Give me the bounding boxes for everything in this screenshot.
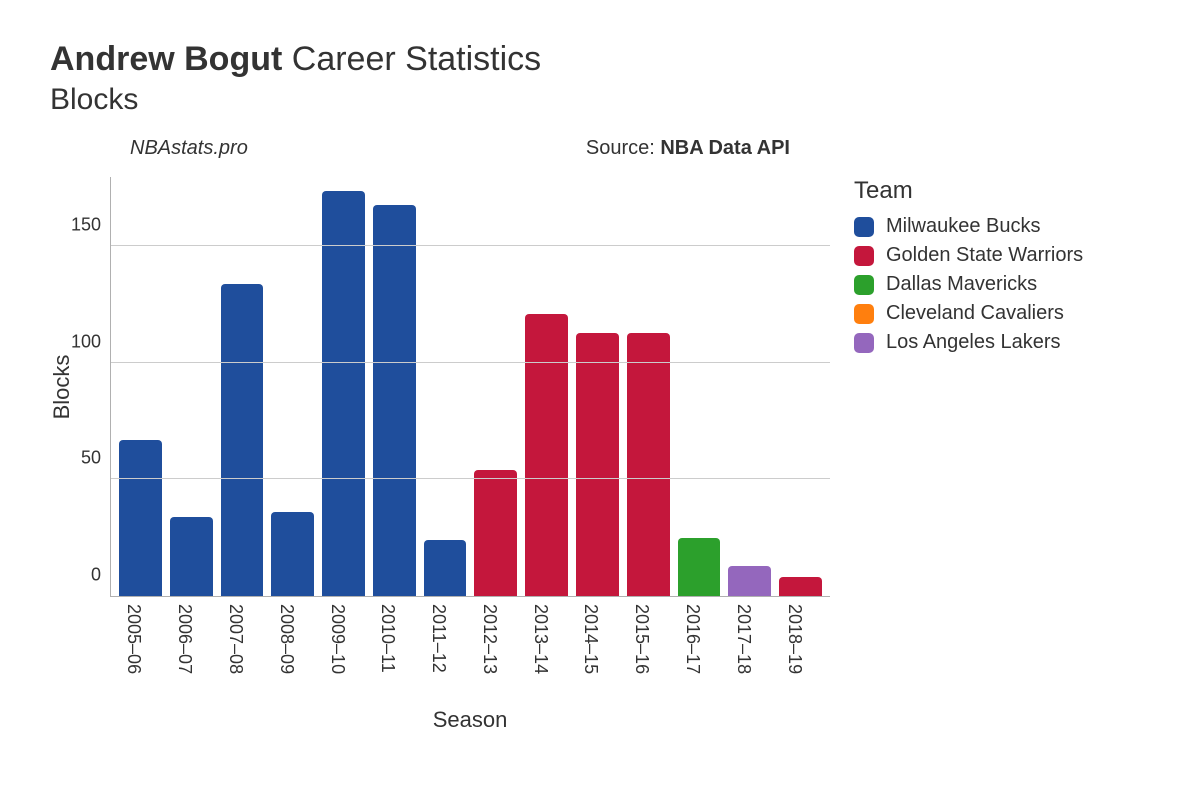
bar-slot: 2008–09 (271, 177, 314, 596)
bar-slot: 2007–08 (221, 177, 264, 596)
x-tick-label: 2009–10 (327, 604, 348, 674)
bar (119, 440, 162, 596)
legend-item: Golden State Warriors (854, 244, 1083, 267)
bar-slot: 2018–19 (779, 177, 822, 596)
bar (322, 191, 365, 596)
y-tick-label: 0 (91, 565, 101, 586)
bar (271, 512, 314, 596)
x-tick-label: 2005–06 (123, 604, 144, 674)
legend-item: Dallas Mavericks (854, 273, 1083, 296)
y-tick-label: 50 (81, 448, 101, 469)
bar (576, 333, 619, 596)
x-tick-label: 2018–19 (784, 604, 805, 674)
y-axis-label: Blocks (49, 355, 75, 420)
gridline (111, 478, 830, 479)
site-watermark: NBAstats.pro (130, 137, 248, 160)
bar-slot: 2015–16 (627, 177, 670, 596)
legend-swatch (854, 275, 874, 295)
legend-swatch (854, 217, 874, 237)
bar (474, 470, 517, 596)
legend-item: Cleveland Cavaliers (854, 302, 1083, 325)
bar-slot: 2012–13 (474, 177, 517, 596)
legend-item: Milwaukee Bucks (854, 215, 1083, 238)
legend-swatch (854, 333, 874, 353)
x-tick-label: 2007–08 (225, 604, 246, 674)
chart-title-rest: Career Statistics (292, 40, 541, 78)
legend-item-label: Los Angeles Lakers (886, 331, 1061, 354)
x-tick-label: 2015–16 (631, 604, 652, 674)
bar (627, 333, 670, 596)
bar-slot: 2010–11 (373, 177, 416, 596)
bar-slot: 2009–10 (322, 177, 365, 596)
bar-slot: 2017–18 (728, 177, 771, 596)
bar (525, 314, 568, 596)
chart-title: Andrew Bogut Career Statistics (50, 40, 1150, 79)
legend-item-label: Milwaukee Bucks (886, 215, 1041, 238)
x-tick-label: 2012–13 (479, 604, 500, 674)
legend-swatch (854, 246, 874, 266)
x-tick-label: 2013–14 (530, 604, 551, 674)
bar (424, 540, 467, 596)
legend-swatch (854, 304, 874, 324)
x-tick-label: 2011–12 (428, 604, 449, 673)
source-attribution: Source: NBA Data API (586, 137, 790, 160)
chart-title-player: Andrew Bogut (50, 40, 282, 78)
bar-slot: 2011–12 (424, 177, 467, 596)
chart-subtitle: Blocks (50, 83, 1150, 117)
source-label: Source: (586, 137, 660, 159)
bar (728, 566, 771, 596)
x-tick-label: 2006–07 (174, 604, 195, 674)
bar (221, 284, 264, 596)
bar-slot: 2013–14 (525, 177, 568, 596)
x-tick-label: 2017–18 (733, 604, 754, 674)
bar (779, 577, 822, 596)
chart-area: NBAstats.pro Source: NBA Data API Blocks… (50, 137, 830, 733)
legend-title: Team (854, 177, 1083, 205)
bar-slot: 2016–17 (678, 177, 721, 596)
legend-item-label: Dallas Mavericks (886, 273, 1037, 296)
legend: Team Milwaukee Bucks Golden State Warrior… (854, 177, 1083, 360)
bar-slot: 2005–06 (119, 177, 162, 596)
bar (678, 538, 721, 596)
x-tick-label: 2008–09 (276, 604, 297, 674)
source-value: NBA Data API (660, 137, 790, 159)
bar (170, 517, 213, 596)
plot-region: 2005–062006–072007–082008–092009–102010–… (110, 177, 830, 597)
legend-item-label: Golden State Warriors (886, 244, 1083, 267)
y-tick-label: 100 (71, 331, 101, 352)
bar-slot: 2006–07 (170, 177, 213, 596)
legend-item-label: Cleveland Cavaliers (886, 302, 1064, 325)
legend-item: Los Angeles Lakers (854, 331, 1083, 354)
x-tick-label: 2014–15 (580, 604, 601, 674)
gridline (111, 362, 830, 363)
x-axis-label: Season (110, 707, 830, 733)
y-tick-label: 150 (71, 215, 101, 236)
legend-items: Milwaukee Bucks Golden State Warriors Dall… (854, 215, 1083, 354)
bar-slot: 2014–15 (576, 177, 619, 596)
gridline (111, 245, 830, 246)
x-tick-label: 2016–17 (682, 604, 703, 674)
bar (373, 205, 416, 596)
x-tick-label: 2010–11 (377, 604, 398, 673)
chart-annotations: NBAstats.pro Source: NBA Data API (50, 137, 830, 160)
bars-container: 2005–062006–072007–082008–092009–102010–… (111, 177, 830, 596)
